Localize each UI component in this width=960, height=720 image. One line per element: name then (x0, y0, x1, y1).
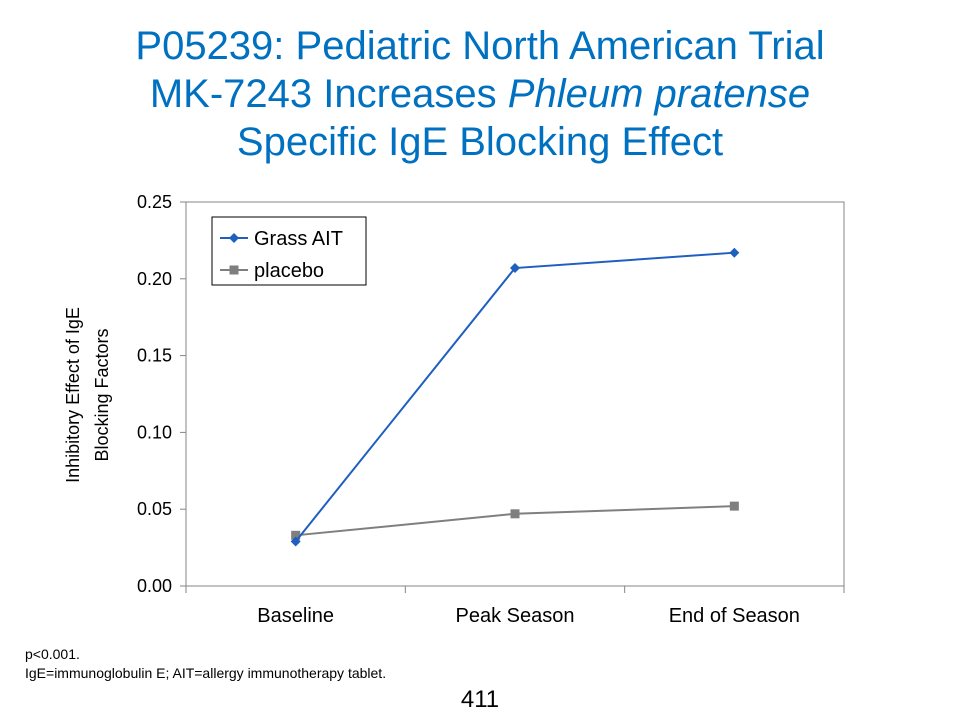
legend-label: placebo (254, 260, 324, 282)
footnote: p<0.001. IgE=immunoglobulin E; AIT=aller… (25, 645, 386, 683)
data-point (291, 530, 301, 540)
y-tick-label: 0.15 (137, 346, 172, 366)
y-tick-label: 0.00 (137, 576, 172, 596)
x-tick-label: End of Season (669, 605, 800, 627)
title-species-name: Phleum pratense (507, 72, 811, 116)
y-axis-label-line-2: Blocking Factors (92, 328, 112, 461)
data-point (510, 509, 520, 519)
series-line (294, 251, 735, 543)
chart-series (290, 247, 740, 547)
chart-legend: Grass AIT placebo (211, 216, 367, 286)
footnote-line-1: p<0.001. (25, 646, 80, 662)
title-line-1: P05239: Pediatric North American Trial (135, 24, 825, 68)
x-tick-label: Baseline (257, 605, 334, 627)
title-line-3: Specific IgE Blocking Effect (236, 120, 724, 164)
title-line-2-prefix: MK-7243 Increases (149, 72, 508, 116)
data-point (510, 263, 520, 274)
legend-label: Grass AIT (254, 228, 343, 250)
title-line-2: MK-7243 Increases Phleum pratense (0, 70, 960, 118)
data-point (729, 501, 739, 511)
y-tick-label: 0.20 (137, 269, 172, 289)
y-tick-label: 0.25 (137, 192, 172, 212)
y-axis-label: Inhibitory Effect of IgE Blocking Factor… (63, 307, 112, 483)
chart-axes: 0.00 0.05 0.10 0.15 0.20 0.25 Baseline Peak Sea… (137, 192, 845, 627)
data-point (729, 247, 740, 258)
x-tick-label: Peak Season (456, 605, 575, 627)
y-tick-label: 0.05 (137, 499, 172, 519)
page-number: 411 (460, 686, 500, 713)
data-point (290, 536, 301, 547)
legend-swatch-marker (229, 265, 239, 275)
plot-area-border (185, 201, 845, 587)
legend-swatch-marker (229, 233, 239, 243)
y-axis-label-line-1: Inhibitory Effect of IgE (63, 307, 83, 483)
y-tick-label: 0.10 (137, 422, 172, 442)
slide-title: P05239: Pediatric North American Trial M… (0, 22, 960, 166)
footnote-line-2: IgE=immunoglobulin E; AIT=allergy immuno… (25, 665, 387, 681)
